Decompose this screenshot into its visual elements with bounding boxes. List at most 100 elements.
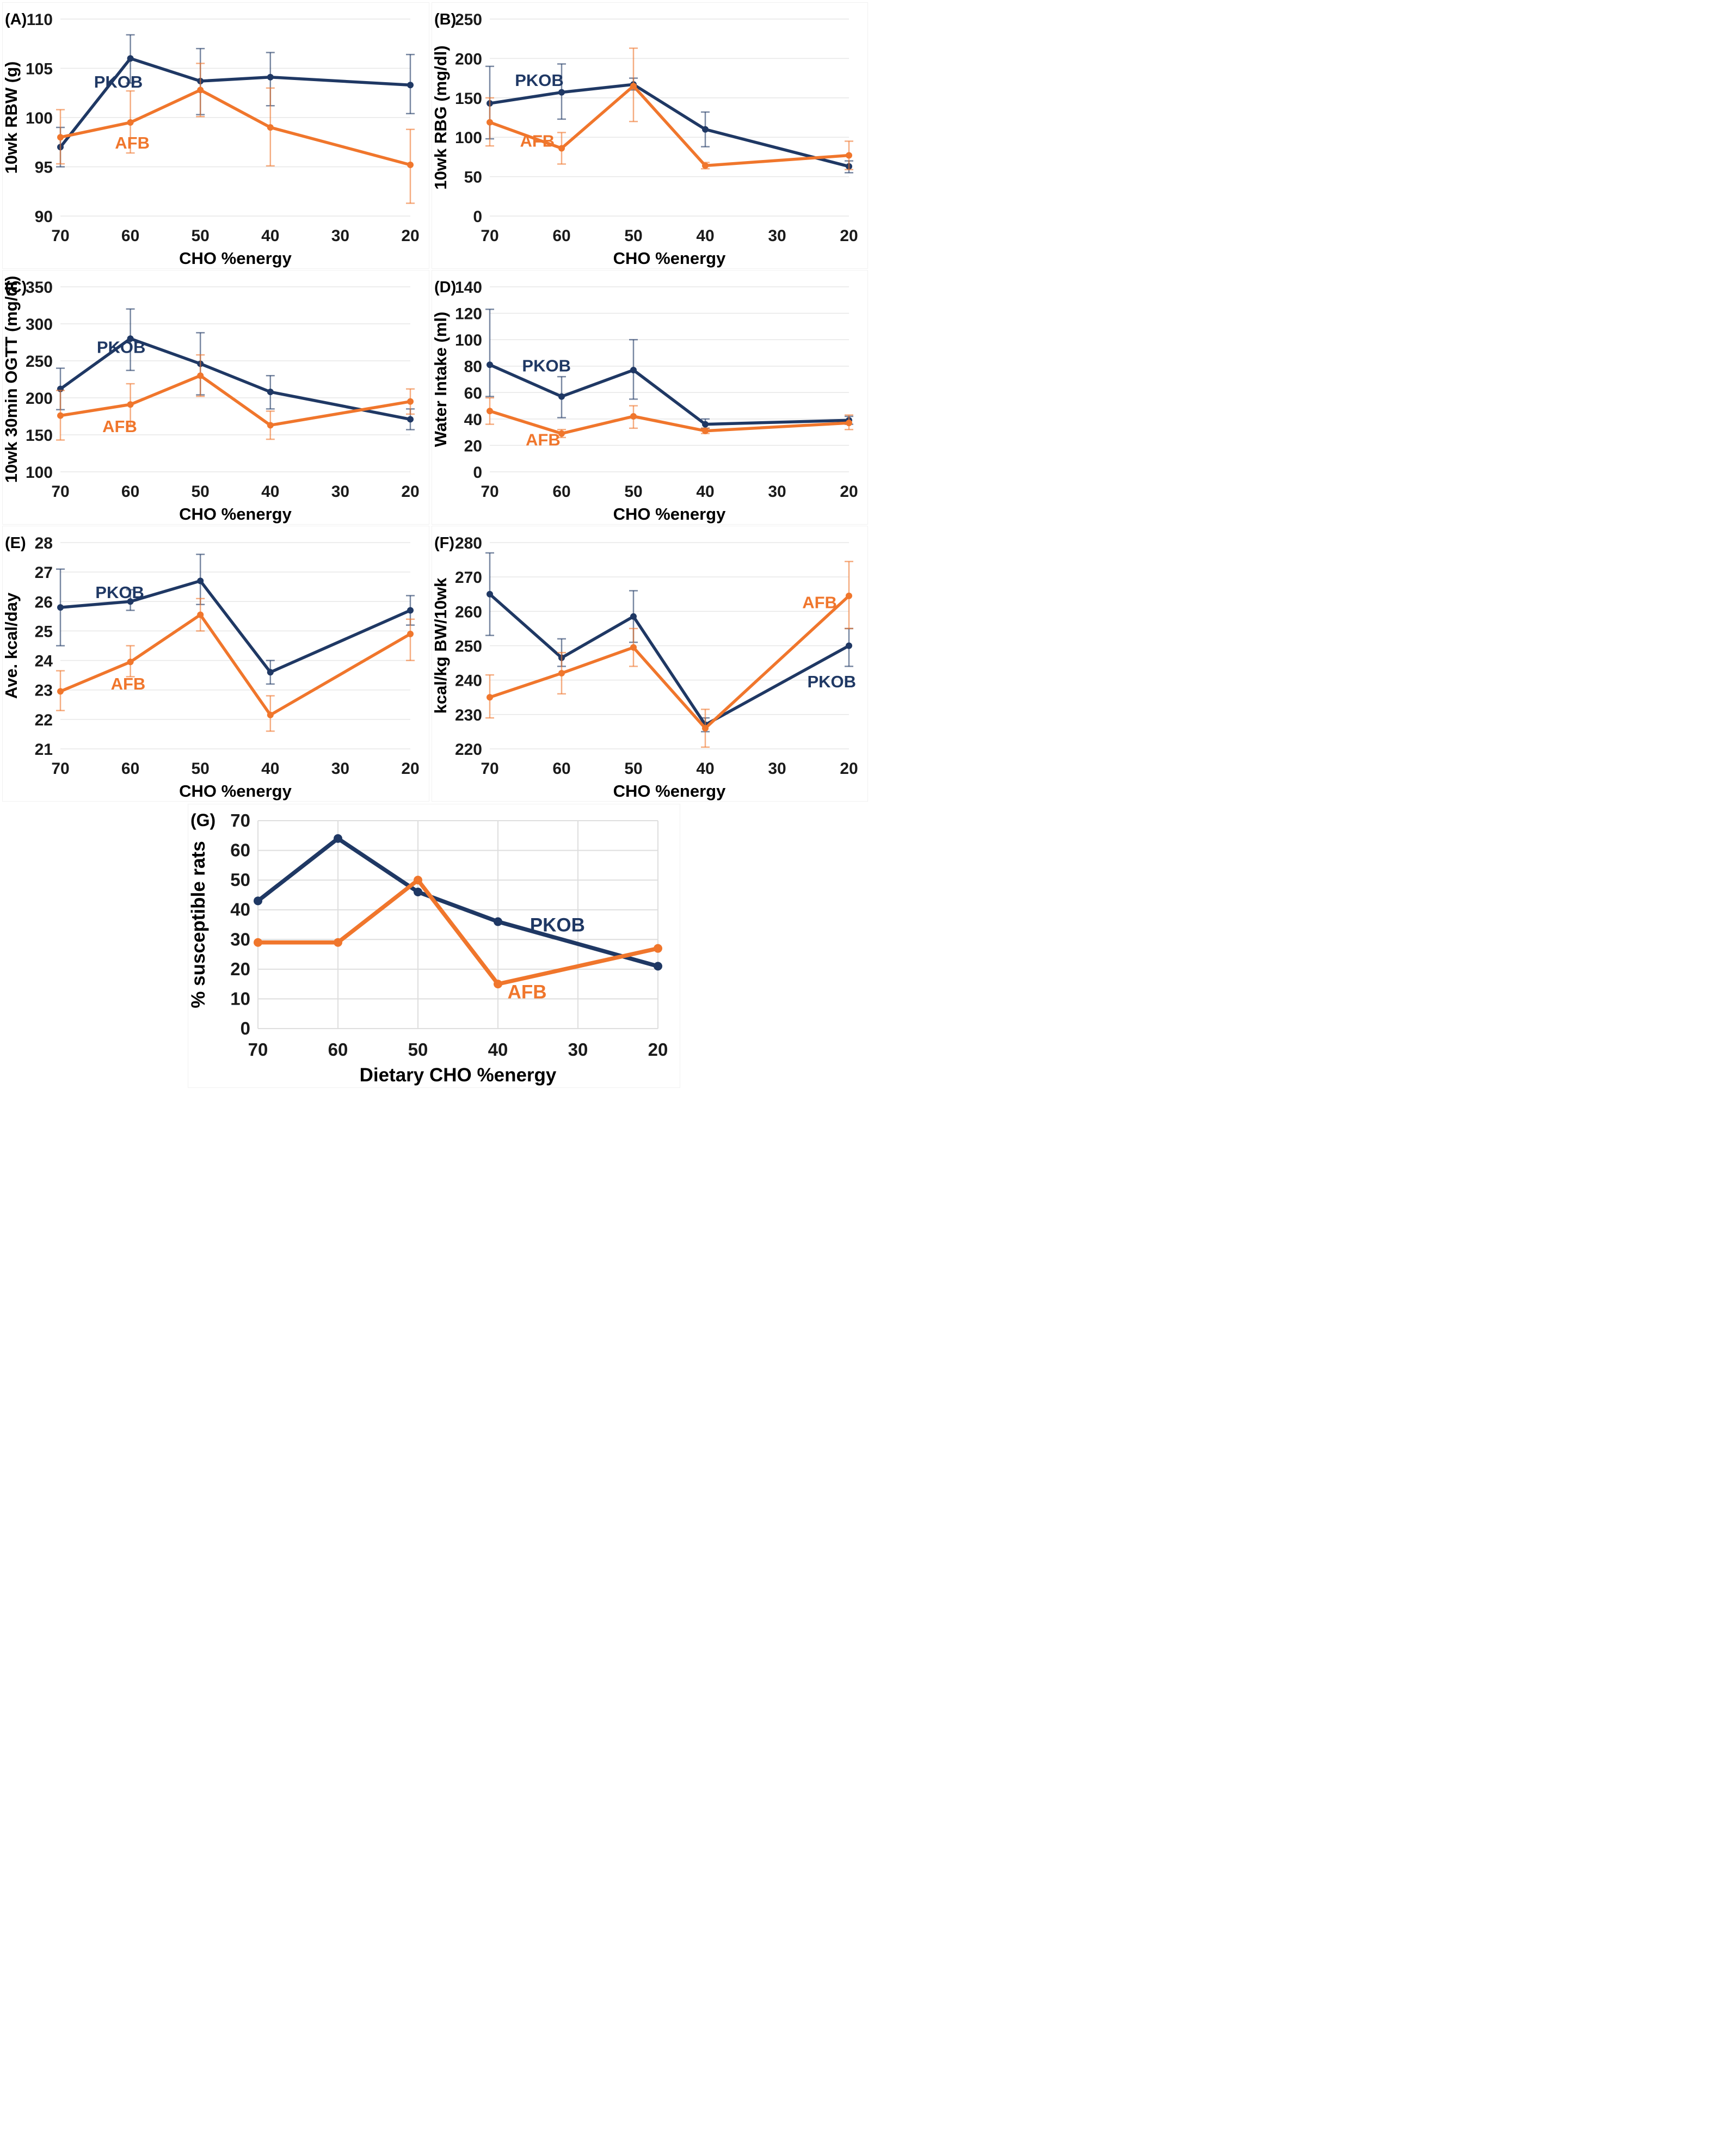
panel-g: PKOB AFB 0 10 20 30 40 50 60 70 70 60 50 40 30 20 Dietar… [188,804,680,1088]
y-tick-label: 28 [35,534,53,552]
data-point [846,642,852,649]
y-tick-label: 20 [464,437,482,455]
y-tick-label: 100 [26,464,53,482]
data-point [254,896,262,906]
series-label-pkob: PKOB [522,356,571,376]
y-axis-title: 10wk 30min OGTT (mg/dl) [3,276,21,483]
x-tick-label: 40 [261,760,279,778]
x-axis-title: CHO %energy [179,504,292,524]
x-tick-label: 20 [648,1039,668,1060]
panel-letter: (B) [434,11,456,28]
y-tick-label: 200 [455,50,482,68]
panel-c: PKOB AFB 100 150 200 250 300 350 70 60 50 40 30 20 CHO… [2,270,429,525]
x-tick-label: 50 [408,1039,428,1060]
y-tick-label: 22 [35,711,53,729]
x-axis-title: Dietary CHO %energy [360,1064,557,1086]
chart-f-svg: PKOB AFB 220 230 240 250 260 270 280 70 60 50 40 30 20… [432,534,858,801]
data-point [414,876,422,885]
data-point [127,119,134,126]
x-axis-title: CHO %energy [179,249,292,268]
x-tick-label: 30 [568,1039,588,1060]
x-tick-label: 60 [552,227,570,245]
data-point [267,669,274,676]
series-line-pkob [256,836,660,969]
data-point [487,408,493,415]
data-point [267,73,274,81]
series-label-pkob: PKOB [530,915,585,936]
y-tick-label: 0 [241,1018,250,1038]
series-label-afb: AFB [102,417,137,436]
data-point [846,152,852,159]
y-axis-title: Ave. kcal/day [3,592,21,699]
x-tick-label: 40 [696,227,714,245]
panel-letter: (E) [5,534,26,552]
x-tick-label: 50 [624,227,642,245]
data-point [630,367,637,373]
data-point [57,604,64,611]
x-tick-label: 30 [331,483,349,501]
x-tick-label: 70 [51,760,69,778]
panel-letter: (D) [434,279,456,296]
data-point [197,611,204,618]
y-axis-title: % susceptible rats [188,841,209,1008]
y-tick-label: 27 [35,564,53,582]
y-tick-label: 105 [26,60,53,78]
data-point [197,577,204,584]
y-tick-label: 26 [35,593,53,611]
chart-a-svg: PKOB AFB 90 95 100 105 110 70 60 50 40 30 20 CHO %ene… [3,11,420,268]
y-tick-label: 270 [455,569,482,587]
series-line-afb [59,88,412,167]
data-point [702,126,709,133]
series-label-afb: AFB [802,593,837,612]
x-tick-label: 70 [51,227,69,245]
chart-g-svg: PKOB AFB 0 10 20 30 40 50 60 70 70 60 50 40 30 20 Dietar… [188,810,668,1086]
y-axis-title: 10wk RBW (g) [3,61,21,174]
data-point [197,87,204,94]
y-axis-title: kcal/kg BW/10wk [432,577,450,714]
data-point [494,980,502,989]
y-tick-label: 25 [35,623,53,641]
x-tick-label: 20 [401,483,419,501]
x-axis-title: CHO %energy [179,782,292,801]
y-axis-title: 10wk RBG (mg/dl) [432,45,450,189]
series-label-pkob: PKOB [515,71,564,90]
panel-d: PKOB AFB 0 20 40 60 80 100 120 140 70 60 50 40 30 20 CHO… [432,270,868,525]
x-axis-title: CHO %energy [613,504,726,524]
x-tick-label: 60 [121,227,139,245]
data-point [846,592,852,599]
x-tick-label: 40 [696,483,714,501]
x-axis-title: CHO %energy [613,782,726,801]
figure-row-3: PKOB AFB 21 22 23 24 25 26 27 28 70 60 50 40 30 20 CHO %… [2,526,868,802]
series-line-afb [59,613,412,717]
data-point [334,938,342,947]
data-point [407,398,414,405]
chart-b-svg: PKOB AFB 0 50 100 150 200 250 70 60 50 40 30 20 CHO %e… [432,11,858,268]
series-label-pkob: PKOB [94,72,143,91]
series-line-afb [488,594,851,730]
data-point [407,161,414,168]
data-point [846,420,852,427]
data-point [127,659,134,666]
x-tick-label: 60 [552,760,570,778]
series-label-pkob: PKOB [97,338,146,357]
data-point [558,670,565,677]
panel-letter: (C) [5,279,27,296]
y-axis-title: Water Intake (ml) [432,312,450,447]
series-label-pkob: PKOB [807,672,856,691]
x-tick-label: 40 [696,760,714,778]
data-point [127,401,134,408]
data-point [494,917,502,926]
data-point [702,162,709,169]
data-point [127,598,134,605]
figure-row-4: PKOB AFB 0 10 20 30 40 50 60 70 70 60 50 40 30 20 Dietar… [2,804,866,1088]
y-tick-label: 100 [26,109,53,127]
x-tick-label: 20 [401,760,419,778]
y-tick-label: 260 [455,603,482,621]
x-axis-title: CHO %energy [613,249,726,268]
data-point [127,335,134,342]
chart-e-svg: PKOB AFB 21 22 23 24 25 26 27 28 70 60 50 40 30 20 CHO %… [3,534,420,801]
x-tick-label: 30 [768,483,786,501]
panel-letter: (G) [190,810,216,830]
y-tick-label: 80 [464,358,482,376]
data-point [334,834,342,843]
